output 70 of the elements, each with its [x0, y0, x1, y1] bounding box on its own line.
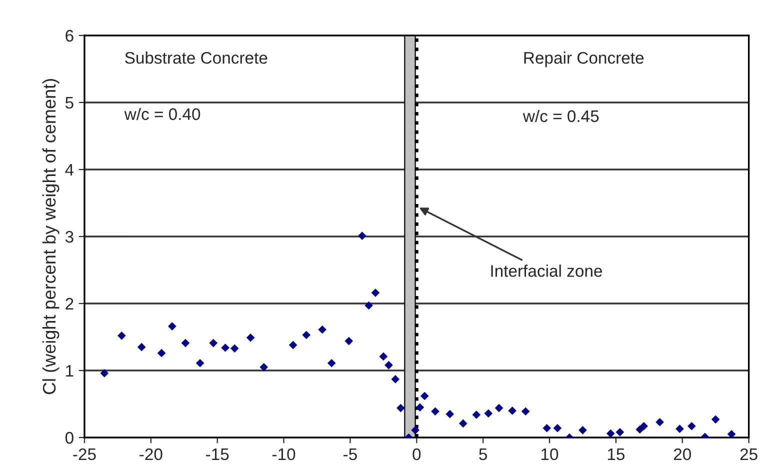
point	[676, 424, 684, 433]
point	[616, 428, 624, 436]
point	[288, 340, 298, 350]
point	[420, 392, 429, 400]
point	[181, 338, 190, 348]
x-tick-label: -5	[344, 448, 357, 460]
x-tick-label: 5	[479, 448, 488, 460]
point	[458, 419, 468, 428]
point	[494, 404, 504, 412]
x-tick-label: -10	[272, 448, 296, 460]
point	[318, 325, 326, 334]
point	[302, 330, 311, 340]
point	[260, 363, 268, 372]
point	[157, 348, 166, 358]
annotation: w/c = 0.45	[522, 110, 599, 122]
point	[371, 288, 380, 297]
point	[100, 369, 109, 378]
point	[484, 409, 493, 418]
point	[384, 360, 393, 370]
point	[416, 403, 424, 412]
point	[118, 332, 126, 340]
y-tick-label: 5	[65, 97, 74, 109]
x-tick-label: 25	[740, 448, 758, 460]
x-tick-label: -25	[73, 448, 96, 460]
point	[364, 301, 373, 310]
y-tick-label: 1	[66, 365, 74, 377]
y-tick-label: 3	[65, 230, 74, 243]
y-tick-label: 6	[66, 30, 74, 42]
point	[521, 407, 530, 416]
point	[656, 418, 664, 426]
annotation: Interfacial zone	[491, 264, 602, 277]
point	[396, 404, 405, 412]
y-tick-label: 2	[66, 298, 74, 310]
annotation: Substrate Concrete	[125, 52, 268, 64]
x-tick-label: 0	[412, 448, 421, 460]
point	[508, 406, 516, 415]
point	[446, 410, 454, 418]
point	[640, 422, 648, 430]
point	[168, 322, 176, 330]
point	[391, 375, 400, 384]
point	[606, 429, 615, 438]
y-tick-label: 0	[65, 432, 74, 444]
x-tick-label: 15	[608, 448, 625, 460]
point	[411, 426, 420, 434]
point	[230, 344, 239, 353]
annotation: Repair Concrete	[524, 52, 644, 68]
point	[688, 422, 696, 430]
y-tick-label: 4	[65, 164, 74, 176]
point	[246, 334, 255, 342]
point	[344, 336, 354, 346]
point	[379, 352, 388, 361]
x-tick-label: 20	[674, 448, 691, 460]
point	[711, 415, 720, 424]
point	[327, 358, 336, 368]
x-tick-label: 10	[542, 448, 558, 460]
point	[578, 426, 587, 434]
point	[727, 430, 736, 438]
point	[431, 407, 440, 416]
point	[358, 232, 366, 240]
point	[472, 410, 481, 419]
annotation: w/c = 0.40	[124, 108, 200, 120]
point	[221, 344, 230, 352]
point	[209, 338, 218, 348]
x-tick-label: -15	[206, 448, 229, 460]
y-axis-title: Cl (weight percent by weight of cement)	[42, 79, 60, 394]
point	[542, 424, 552, 432]
x-tick-label: -20	[140, 448, 162, 460]
point	[553, 424, 562, 432]
point	[137, 342, 146, 352]
point	[196, 358, 204, 368]
